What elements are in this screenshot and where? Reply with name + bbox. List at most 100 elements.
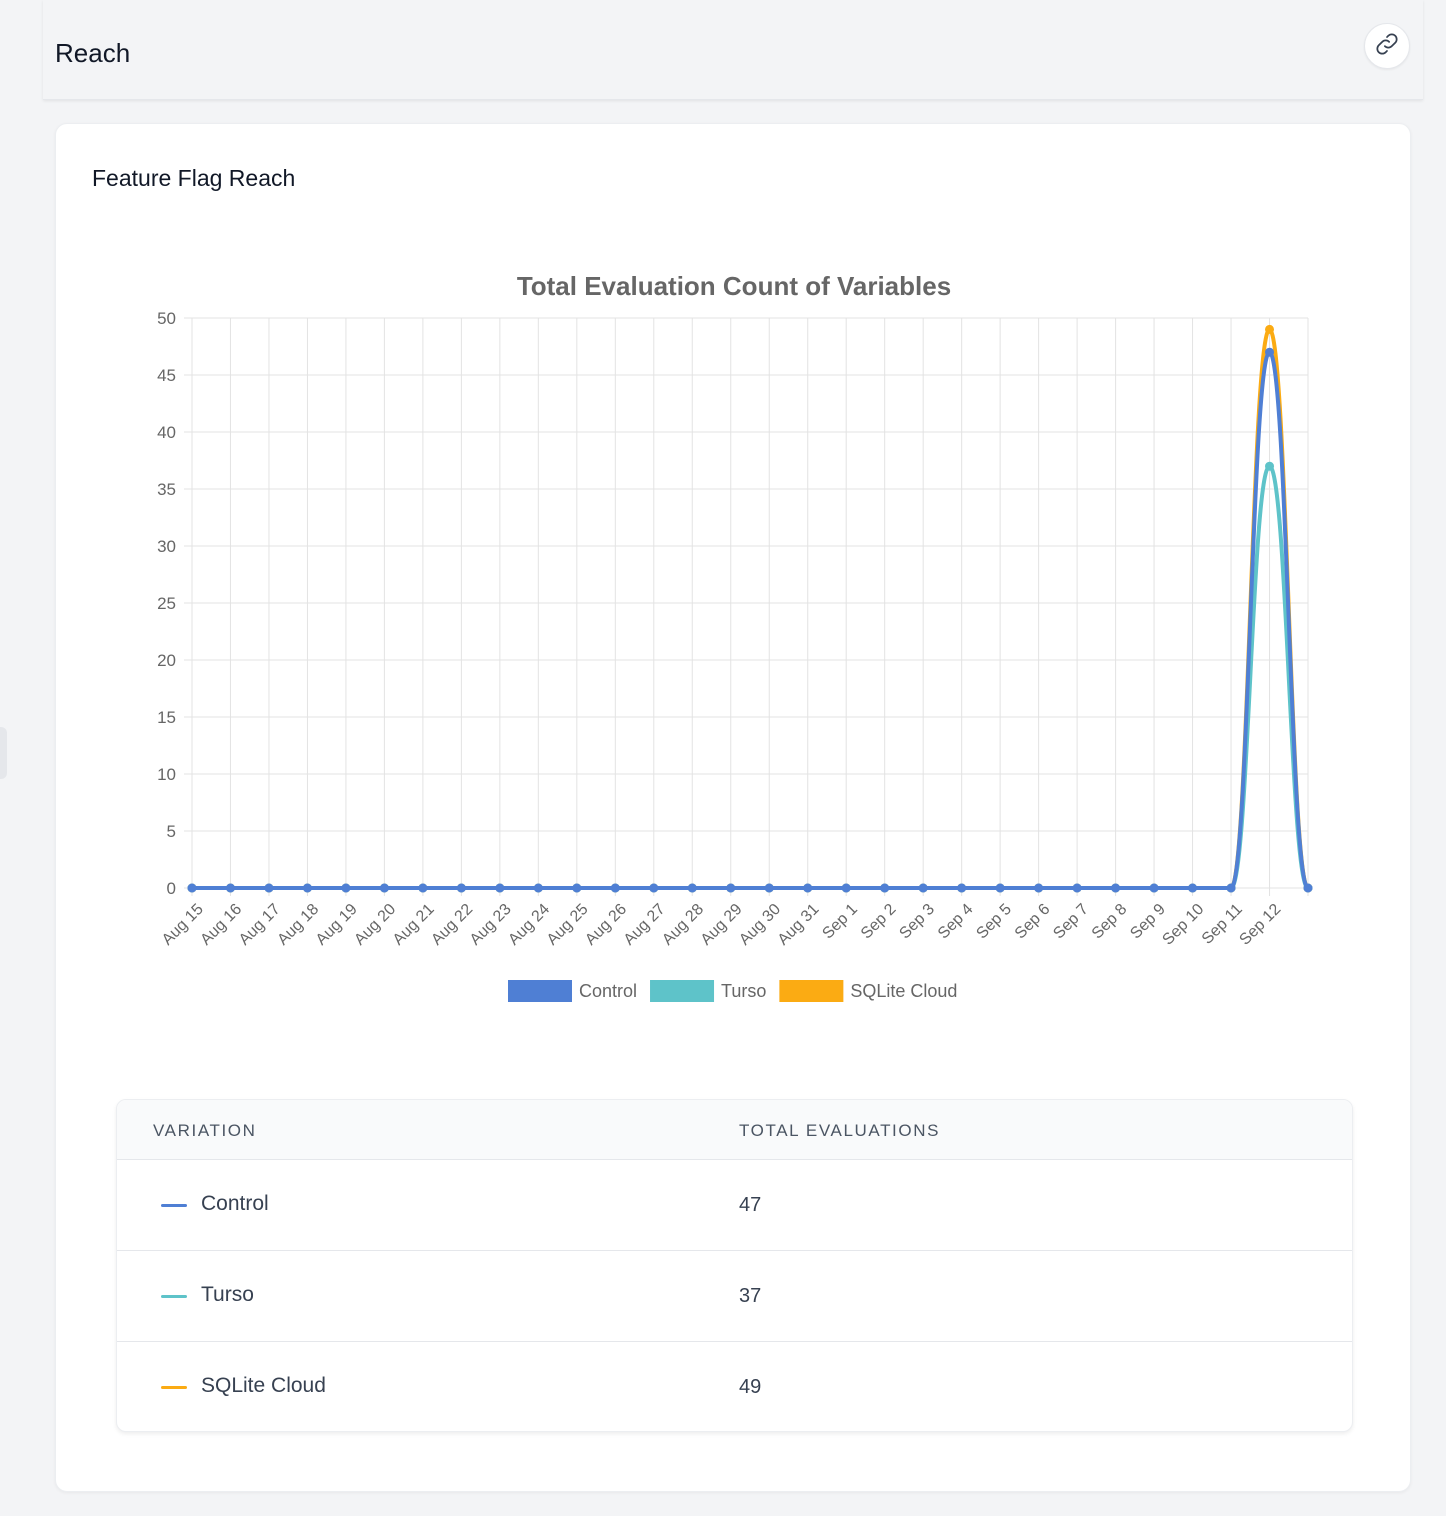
control-point (764, 883, 774, 893)
y-tick-label: 40 (157, 423, 176, 442)
turso-legend-label: Turso (721, 981, 766, 1001)
control-point (610, 883, 620, 893)
control-line (192, 350, 1310, 890)
evaluation-chart: Total Evaluation Count of Variables 0 5 10… (157, 271, 1313, 1002)
x-tick-label: Sep 3 (896, 901, 938, 943)
y-tick-label: 5 (167, 822, 176, 841)
table-header: VARIATION TOTAL EVALUATIONS (117, 1100, 1352, 1160)
turso-swatch (161, 1295, 187, 1298)
control-legend-swatch (508, 980, 572, 1002)
variation-total: 49 (739, 1376, 762, 1398)
chart-title: Total Evaluation Count of Variables (517, 271, 951, 301)
sqlite-cloud-point (1265, 324, 1275, 334)
y-tick-label: 10 (157, 765, 176, 784)
table-row: Control 47 (117, 1160, 1352, 1251)
y-tick-label: 20 (157, 651, 176, 670)
table-row: Turso 37 (117, 1251, 1352, 1342)
control-point (533, 883, 543, 893)
control-point (1188, 883, 1198, 893)
control-point (1034, 883, 1044, 893)
control-point (418, 883, 428, 893)
x-tick-label: Sep 1 (819, 901, 861, 943)
control-point (803, 883, 813, 893)
control-point (1303, 883, 1313, 893)
x-tick-label: Aug 20 (351, 901, 399, 949)
y-tick-label: 45 (157, 366, 176, 385)
x-tick-label: Aug 18 (274, 901, 322, 949)
variation-name: Control (201, 1192, 269, 1215)
control-point (572, 883, 582, 893)
sqlite-cloud-legend-swatch (779, 980, 844, 1002)
x-tick-label: Sep 6 (1012, 901, 1054, 943)
control-point (1226, 883, 1236, 893)
x-tick-label: Sep 8 (1089, 901, 1131, 943)
control-point (225, 883, 235, 893)
control-legend-label: Control (579, 981, 637, 1001)
x-tick-label: Sep 10 (1159, 901, 1207, 949)
page-header: Reach (43, 0, 1423, 100)
variation-name: Turso (201, 1283, 254, 1306)
control-point (302, 883, 312, 893)
x-tick-label: Aug 25 (544, 901, 592, 949)
copy-link-button[interactable] (1364, 23, 1410, 69)
x-tick-label: Aug 17 (236, 901, 284, 949)
x-tick-label: Aug 29 (698, 901, 746, 949)
variation-table: VARIATION TOTAL EVALUATIONS Control 47 T… (116, 1099, 1353, 1432)
control-point (649, 883, 659, 893)
control-point (841, 883, 851, 893)
control-point (264, 883, 274, 893)
x-tick-label: Aug 28 (659, 901, 707, 949)
variation-total: 37 (739, 1285, 762, 1307)
x-tick-label: Aug 19 (313, 901, 361, 949)
x-tick-label: Aug 31 (775, 901, 823, 949)
control-point (341, 883, 351, 893)
control-point (1111, 883, 1121, 893)
variation-total: 47 (739, 1194, 762, 1216)
control-point (726, 883, 736, 893)
x-tick-label: Aug 23 (467, 901, 515, 949)
reach-card: Feature Flag Reach Total Evaluation Coun… (55, 123, 1411, 1492)
control-point (957, 883, 967, 893)
x-tick-label: Aug 24 (505, 901, 553, 949)
turso-legend-swatch (650, 980, 715, 1002)
control-point (687, 883, 697, 893)
y-tick-label: 50 (157, 309, 176, 328)
y-tick-label: 25 (157, 594, 176, 613)
table-row: SQLite Cloud 49 (117, 1342, 1352, 1431)
control-point (995, 883, 1005, 893)
variation-name: SQLite Cloud (201, 1374, 326, 1397)
control-point (1265, 347, 1275, 357)
control-point (1149, 883, 1159, 893)
x-tick-label: Aug 26 (582, 901, 630, 949)
page-title: Reach (55, 38, 131, 68)
x-tick-label: Sep 12 (1236, 901, 1284, 949)
x-tick-label: Aug 22 (428, 901, 476, 949)
side-panel-handle[interactable] (0, 727, 7, 779)
control-point (456, 883, 466, 893)
control-point (880, 883, 890, 893)
x-tick-label: Aug 30 (736, 901, 784, 949)
y-tick-label: 35 (157, 480, 176, 499)
x-tick-label: Aug 16 (197, 901, 245, 949)
column-header-total: TOTAL EVALUATIONS (739, 1121, 941, 1140)
x-tick-label: Sep 2 (858, 901, 900, 943)
card-title: Feature Flag Reach (92, 165, 296, 191)
x-tick-label: Sep 11 (1199, 901, 1246, 948)
x-tick-label: Aug 21 (390, 901, 438, 949)
control-point (495, 883, 505, 893)
control-point (187, 883, 197, 893)
x-tick-label: Aug 27 (621, 901, 669, 949)
control-point (918, 883, 928, 893)
x-tick-label: Sep 7 (1050, 901, 1092, 943)
y-tick-label: 15 (157, 708, 176, 727)
y-tick-label: 0 (167, 879, 176, 898)
column-header-variation: VARIATION (153, 1121, 257, 1140)
control-point (1072, 883, 1082, 893)
x-tick-label: Aug 15 (159, 901, 207, 949)
x-tick-label: Sep 5 (973, 901, 1015, 943)
control-swatch (161, 1204, 187, 1207)
x-tick-label: Sep 4 (935, 901, 977, 943)
y-tick-label: 30 (157, 537, 176, 556)
sqlite-cloud-line (192, 327, 1310, 890)
sqlite-cloud-swatch (161, 1386, 187, 1389)
